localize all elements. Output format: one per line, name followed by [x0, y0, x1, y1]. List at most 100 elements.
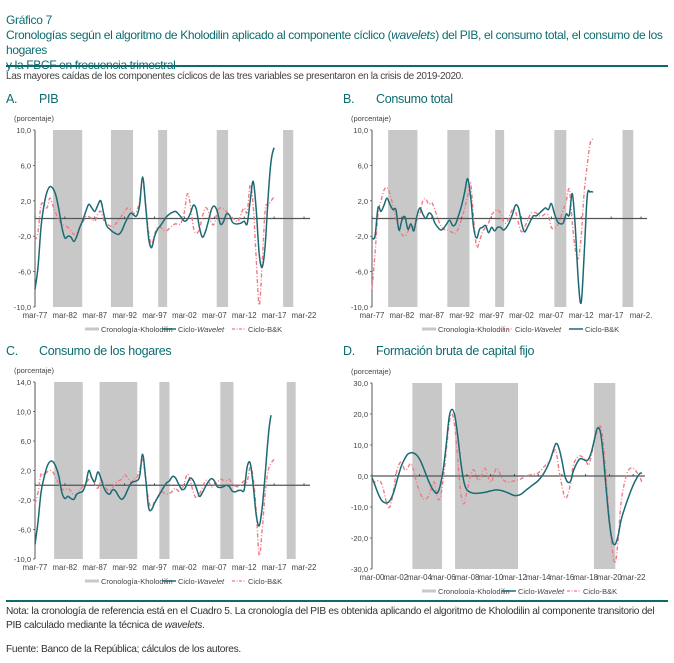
panel-title: C. Consumo de los hogares	[6, 344, 172, 358]
legend-label: Ciclo-B&K	[248, 577, 282, 586]
x-tick-label: mar-16	[550, 573, 575, 582]
x-tick-label: mar-06	[431, 573, 456, 582]
note-text: Nota: la cronología de referencia está e…	[6, 606, 655, 631]
title-part-1: Cronologías según el algoritmo de Kholod…	[6, 28, 392, 42]
legend-label-text: Cronología-Kholodilin	[438, 325, 510, 334]
legend-item: Ciclo-Wavelet	[502, 587, 565, 594]
x-tick-label: mar-92	[449, 311, 474, 320]
panel-title: B. Consumo total	[343, 92, 453, 106]
kholodilin-shade	[54, 382, 83, 559]
legend-item: Cronología-Kholodilin	[85, 325, 173, 334]
header-divider	[6, 65, 668, 67]
legend-label-text: Ciclo-	[178, 577, 198, 586]
series-line-ciclo-wavelet	[34, 147, 275, 290]
x-tick-label: mar-20	[597, 573, 622, 582]
panel-d: D. Formación bruta de capital fijo (porcen…	[337, 344, 667, 594]
x-tick-label: mar-02	[383, 573, 408, 582]
footnote: Nota: la cronología de referencia está e…	[6, 605, 668, 633]
kholodilin-shade	[286, 382, 296, 559]
x-tick-label: mar-07	[202, 563, 227, 572]
panel-b: B. Consumo total (porcentaje) 10,0 6,0 2,0 -2,…	[337, 92, 667, 342]
y-tick-label: -10,0	[351, 503, 368, 512]
legend-label: Cronología-Kholodilin	[438, 587, 510, 594]
y-axis-label: (porcentaje)	[14, 114, 55, 123]
legend-label-italic: Wavelet	[197, 325, 225, 334]
footer-divider	[6, 600, 668, 602]
x-tick-label: mar-02	[509, 311, 534, 320]
panel-title: D. Formación bruta de capital fijo	[343, 344, 534, 358]
panel-c: C. Consumo de los hogares (porcentaje) 14,0…	[0, 344, 330, 594]
figure-number: Gráfico 7	[6, 13, 52, 27]
legend-label: Ciclo-B&K	[585, 325, 619, 334]
x-tick-label: mar-07	[539, 311, 564, 320]
legend: Cronología-Kholodilin Ciclo-Wavelet Ciclo-…	[85, 325, 282, 334]
y-tick-label: 6,0	[21, 437, 31, 446]
legend-label-italic: Wavelet	[197, 577, 225, 586]
y-tick-label: -10,0	[14, 303, 31, 312]
panel-title-text: PIB	[39, 92, 59, 106]
legend-item: Ciclo-B&K	[569, 325, 619, 334]
panel-a: A. PIB (porcentaje) 10,0 6,0 2,0 -2,0 -6,0 -10,0…	[0, 92, 330, 342]
y-tick-label: 14,0	[16, 378, 31, 387]
x-tick-label: mar-10	[478, 573, 503, 582]
x-tick-label: mar-97	[479, 311, 504, 320]
y-axis-label: (porcentaje)	[14, 366, 55, 375]
y-tick-label: -10,0	[351, 303, 368, 312]
x-tick-label: mar-04	[407, 573, 432, 582]
figure-title: Cronologías según el algoritmo de Kholod…	[6, 28, 668, 73]
legend-item: Ciclo-Wavelet	[162, 577, 225, 586]
legend-label: Ciclo-Wavelet	[178, 325, 225, 334]
panel-letter: B.	[343, 92, 355, 106]
legend-item: Ciclo-B&K	[232, 325, 282, 334]
note-italic: wavelets	[164, 620, 203, 631]
y-tick-label: -30,0	[351, 565, 368, 574]
legend-item: Ciclo-B&K	[232, 577, 282, 586]
x-tick-label: mar-02	[172, 563, 197, 572]
series-line-ciclo-b-k	[371, 177, 594, 305]
x-tick-label: mar-97	[142, 311, 167, 320]
x-tick-label: mar-77	[360, 311, 385, 320]
y-tick-label: 10,0	[353, 441, 368, 450]
series-line-ciclo-b-k	[34, 178, 275, 306]
legend: Cronología-Kholodilin Ciclo-Wavelet Ciclo-…	[422, 587, 617, 594]
legend-label-italic: Wavelet	[537, 587, 565, 594]
x-tick-label: mar-87	[82, 563, 107, 572]
x-tick-label: mar-07	[202, 311, 227, 320]
shaded-periods	[54, 382, 296, 559]
note-end: .	[202, 620, 205, 631]
figure-subtitle: Las mayores caídas de los componentes cí…	[6, 71, 464, 82]
x-tick-label: mar-82	[53, 563, 78, 572]
y-tick-label: -2,0	[355, 232, 368, 241]
y-tick-label: -2,0	[18, 496, 31, 505]
y-tick-label: -10,0	[14, 555, 31, 564]
y-tick-label: 10,0	[16, 126, 31, 135]
legend-label-text: Cronología-Kholodilin	[438, 587, 510, 594]
y-tick-label: 2,0	[21, 197, 31, 206]
y-tick-label: 30,0	[353, 379, 368, 388]
title-part-2: ) del PIB, el consumo total, el consumo …	[6, 28, 663, 57]
x-tick-label: mar-08	[455, 573, 480, 582]
legend-label-text: Ciclo-B&K	[248, 577, 282, 586]
y-tick-label: -6,0	[355, 268, 368, 277]
x-tick-label: mar-12	[502, 573, 527, 582]
x-tick-label: mar-17	[599, 311, 624, 320]
x-tick-label: mar-12	[232, 311, 257, 320]
x-tick-label: mar-2.	[630, 311, 653, 320]
x-tick-label: mar-82	[390, 311, 415, 320]
panel-title: A. PIB	[6, 92, 59, 106]
x-tick-label: mar-17	[262, 563, 287, 572]
legend-label-text: Ciclo-B&K	[585, 325, 619, 334]
x-tick-label: mar-77	[23, 311, 48, 320]
series-line-ciclo-wavelet	[371, 138, 594, 290]
x-tick-label: mar-87	[82, 311, 107, 320]
series-line-ciclo-wavelet	[34, 415, 272, 545]
legend-label: Ciclo-Wavelet	[178, 577, 225, 586]
title-italic: wavelets	[391, 28, 436, 42]
x-tick-label: mar-12	[232, 563, 257, 572]
legend-label-text: Ciclo-	[178, 325, 198, 334]
legend-label: Ciclo-B&K	[583, 587, 617, 594]
legend-label: Cronología-Kholodilin	[101, 577, 173, 586]
legend-label: Cronología-Kholodilin	[438, 325, 510, 334]
y-tick-label: -20,0	[351, 534, 368, 543]
legend-label-text: Cronología-Kholodilin	[101, 325, 173, 334]
